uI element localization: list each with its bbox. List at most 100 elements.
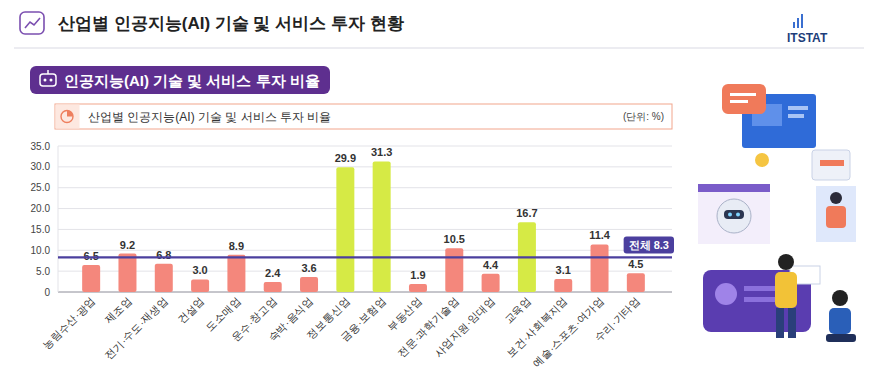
grid-line	[58, 292, 672, 293]
bar	[445, 248, 463, 292]
chart-title-box	[55, 104, 672, 129]
x-axis	[58, 292, 672, 293]
data-label: 3.0	[192, 264, 207, 276]
data-label: 6.5	[84, 250, 99, 262]
x-tick: 전문·과학기술업	[395, 294, 460, 359]
bar	[264, 282, 282, 292]
x-tick-label: 전기·수도·재생업	[102, 294, 170, 362]
bar	[554, 279, 572, 292]
header-icon	[25, 18, 40, 28]
illustration	[722, 84, 766, 114]
illustration	[826, 206, 846, 228]
illustration	[698, 192, 770, 244]
logo-icon	[801, 14, 803, 28]
data-label: 2.4	[265, 267, 281, 279]
section-pill	[30, 66, 330, 94]
bars	[82, 161, 645, 292]
page-title: 산업별 인공지능(AI) 기술 및 서비스 투자 현황	[58, 14, 404, 33]
data-label: 3.1	[556, 264, 571, 276]
illustration	[788, 308, 796, 338]
illustration	[788, 114, 804, 118]
reference-label: 전체 8.3	[629, 239, 669, 251]
grid-line	[58, 146, 672, 147]
x-tick: 보건·사회복지업	[504, 294, 569, 359]
grid-line	[58, 229, 672, 230]
bar	[409, 284, 427, 292]
y-tick-label: 15.0	[31, 224, 51, 235]
illustration	[778, 254, 794, 270]
x-tick: 제조업	[102, 294, 134, 326]
illustration	[744, 297, 780, 302]
illustration	[715, 283, 737, 305]
x-tick: 농림수산·광업	[40, 294, 98, 352]
illustration	[730, 93, 756, 96]
bar	[373, 161, 391, 292]
x-tick: 금융·보험업	[338, 294, 388, 344]
data-label: 4.5	[628, 258, 643, 270]
illustration	[830, 192, 842, 204]
illustration	[736, 213, 740, 217]
x-tick-label: 교육업	[502, 294, 534, 326]
bar	[627, 273, 645, 292]
data-label: 4.4	[483, 259, 499, 271]
illustration	[829, 308, 851, 334]
data-label: 29.9	[335, 152, 356, 164]
bar	[155, 264, 173, 292]
chart-title-icon	[67, 111, 73, 117]
x-tick: 사업지원·임대업	[432, 294, 497, 359]
x-tick: 전기·수도·재생업	[102, 294, 170, 362]
data-label: 6.8	[156, 249, 171, 261]
data-label: 3.6	[301, 262, 316, 274]
illustration	[698, 184, 770, 192]
section-icon	[40, 74, 56, 86]
reference-pill	[624, 236, 674, 253]
illustration	[717, 199, 751, 233]
y-tick-label: 20.0	[31, 203, 51, 214]
illustration	[728, 213, 732, 217]
y-axis	[58, 146, 59, 292]
illustration	[775, 272, 797, 308]
grid-line	[58, 271, 672, 272]
bar	[336, 167, 354, 292]
bar	[227, 255, 245, 292]
illustration	[820, 160, 844, 166]
data-label: 8.9	[229, 240, 244, 252]
bar	[591, 244, 609, 292]
x-tick-label: 건설업	[175, 294, 207, 326]
bar	[482, 274, 500, 292]
illustration	[724, 210, 744, 219]
chart-root: 산업별 인공지능(AI) 기술 및 서비스 투자 현황ITSTAT인공지능(AI…	[0, 0, 878, 376]
bar	[300, 277, 318, 292]
illustration	[730, 100, 748, 103]
x-tick: 건설업	[175, 294, 207, 326]
unit-label: (단위: %)	[623, 111, 664, 122]
bar	[118, 254, 136, 292]
header-icon	[20, 12, 44, 34]
data-label: 31.3	[371, 146, 392, 158]
x-tick: 수리·기타업	[592, 294, 642, 344]
illustration	[776, 308, 784, 338]
y-tick-label: 5.0	[36, 266, 50, 277]
reference-line	[58, 256, 672, 258]
chart-title-icon-bg	[56, 105, 80, 129]
x-tick-label: 보건·사회복지업	[504, 294, 569, 359]
x-tick-label: 수리·기타업	[592, 294, 642, 344]
illustration	[832, 290, 848, 306]
section-icon	[47, 70, 49, 74]
x-tick-label: 제조업	[102, 294, 134, 326]
grid-line	[58, 187, 672, 188]
data-label: 9.2	[120, 239, 135, 251]
data-label: 10.5	[444, 233, 465, 245]
grid-line	[58, 208, 672, 209]
data-label: 1.9	[410, 269, 425, 281]
x-tick-label: 농림수산·광업	[40, 294, 98, 352]
y-tick-label: 10.0	[31, 245, 51, 256]
x-tick-label: 전문·과학기술업	[395, 294, 460, 359]
illustration	[826, 334, 856, 342]
y-tick-label: 35.0	[31, 141, 51, 152]
illustration	[812, 150, 850, 180]
y-tick-label: 0	[44, 287, 50, 298]
illustration	[755, 153, 769, 167]
illustration	[788, 106, 808, 110]
grid-line	[58, 166, 672, 167]
